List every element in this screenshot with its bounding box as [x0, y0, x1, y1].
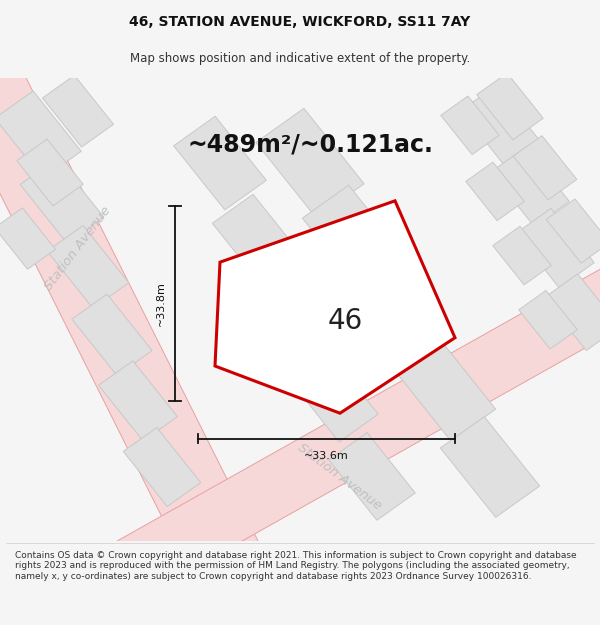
- Polygon shape: [519, 291, 577, 349]
- Polygon shape: [173, 116, 266, 210]
- Polygon shape: [256, 108, 364, 218]
- Text: Station Avenue: Station Avenue: [43, 204, 113, 292]
- Polygon shape: [477, 73, 543, 140]
- Polygon shape: [0, 208, 56, 269]
- Polygon shape: [491, 147, 569, 226]
- Polygon shape: [43, 75, 113, 147]
- Polygon shape: [20, 158, 104, 243]
- Polygon shape: [215, 201, 455, 413]
- Polygon shape: [72, 294, 152, 376]
- Text: Map shows position and indicative extent of the property.: Map shows position and indicative extent…: [130, 52, 470, 65]
- Polygon shape: [302, 185, 407, 292]
- Polygon shape: [461, 86, 539, 165]
- Text: ~33.8m: ~33.8m: [156, 281, 166, 326]
- Polygon shape: [493, 226, 551, 285]
- Text: ~489m²/~0.121ac.: ~489m²/~0.121ac.: [187, 132, 433, 156]
- Polygon shape: [441, 96, 499, 154]
- Text: Station Avenue: Station Avenue: [296, 441, 385, 512]
- Text: 46, STATION AVENUE, WICKFORD, SS11 7AY: 46, STATION AVENUE, WICKFORD, SS11 7AY: [130, 15, 470, 29]
- Polygon shape: [17, 139, 83, 206]
- Polygon shape: [513, 136, 577, 200]
- Polygon shape: [113, 251, 600, 595]
- Text: ~33.6m: ~33.6m: [304, 451, 349, 461]
- Text: Contains OS data © Crown copyright and database right 2021. This information is : Contains OS data © Crown copyright and d…: [15, 551, 577, 581]
- Polygon shape: [329, 432, 415, 520]
- Polygon shape: [98, 361, 178, 441]
- Polygon shape: [349, 262, 452, 366]
- Polygon shape: [0, 34, 265, 584]
- Text: 46: 46: [328, 307, 362, 335]
- Polygon shape: [290, 352, 378, 442]
- Polygon shape: [394, 338, 496, 441]
- Polygon shape: [251, 272, 341, 363]
- Polygon shape: [47, 226, 129, 308]
- Polygon shape: [516, 208, 594, 288]
- Polygon shape: [466, 162, 524, 221]
- Polygon shape: [212, 194, 304, 287]
- Polygon shape: [0, 91, 81, 179]
- Polygon shape: [123, 428, 201, 506]
- Polygon shape: [546, 199, 600, 263]
- Polygon shape: [544, 274, 600, 351]
- Polygon shape: [440, 417, 539, 518]
